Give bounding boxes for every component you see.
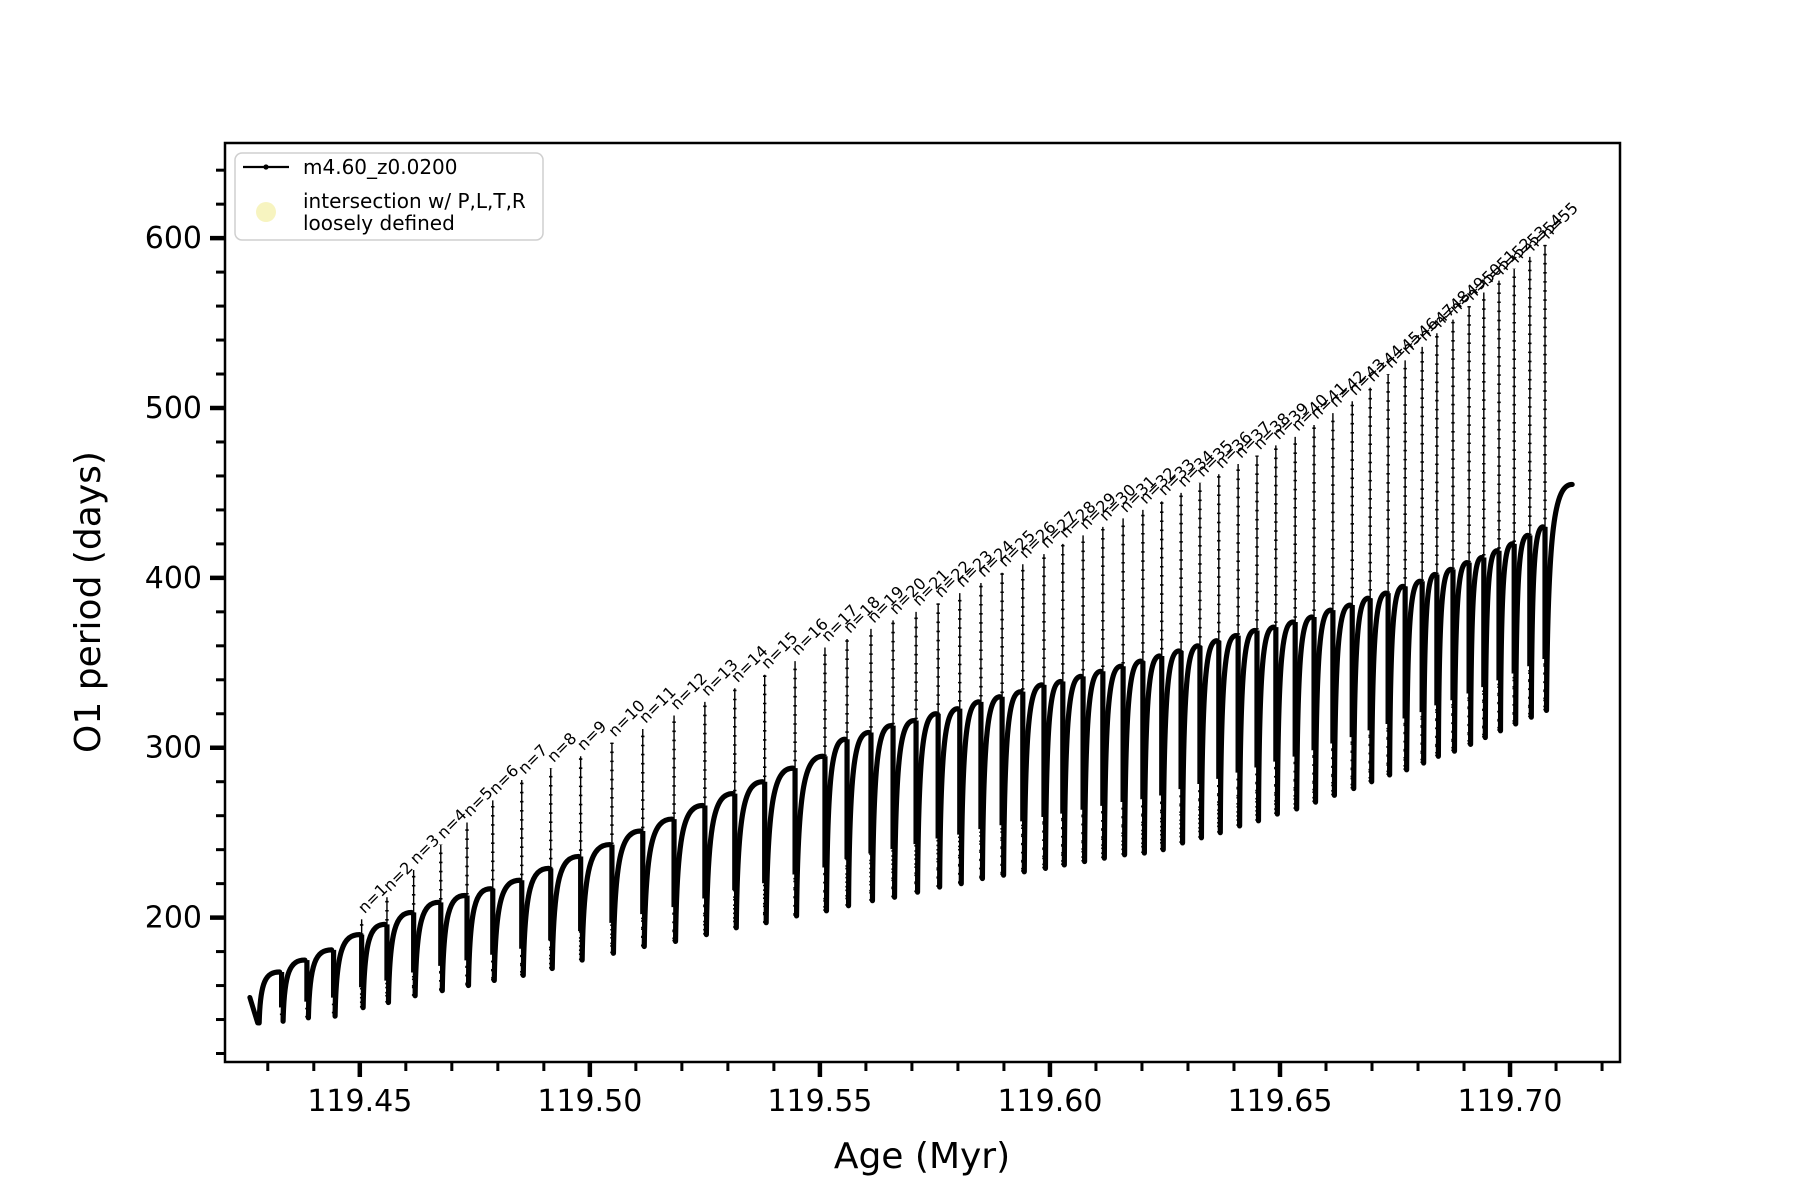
x-tick-label: 119.45: [307, 1084, 412, 1119]
y-tick-label: 400: [145, 561, 202, 596]
x-axis-label: Age (Myr): [834, 1136, 1010, 1177]
line-dot-icon-marker: [263, 164, 269, 170]
y-tick-label: 600: [145, 221, 202, 256]
y-tick-label: 300: [145, 731, 202, 766]
legend: m4.60_z0.0200 intersection w/ P,L,T,R lo…: [234, 152, 544, 241]
y-axis-label: O1 period (days): [68, 451, 109, 753]
x-tick-label: 119.55: [767, 1084, 872, 1119]
tick-labels: 119.45 119.50 119.55 119.60 119.65 119.70 200 3…: [145, 221, 1563, 1119]
circle-icon: [256, 202, 276, 222]
legend-box: [234, 152, 544, 241]
legend-item-intersection-label-line1: intersection w/ P,L,T,R: [303, 189, 526, 213]
minor-ticks: [216, 168, 1604, 1071]
y-tick-label: 500: [145, 391, 202, 426]
x-tick-label: 119.65: [1227, 1084, 1332, 1119]
data-series: [247, 244, 1575, 1026]
x-tick-label: 119.60: [997, 1084, 1102, 1119]
x-tick-label: 119.50: [537, 1084, 642, 1119]
major-ticks: [210, 235, 1513, 1077]
x-tick-label: 119.70: [1458, 1084, 1563, 1119]
legend-item-series-label: m4.60_z0.0200: [303, 155, 458, 179]
y-tick-label: 200: [145, 901, 202, 936]
legend-item-intersection-label-line2: loosely defined: [303, 211, 455, 235]
